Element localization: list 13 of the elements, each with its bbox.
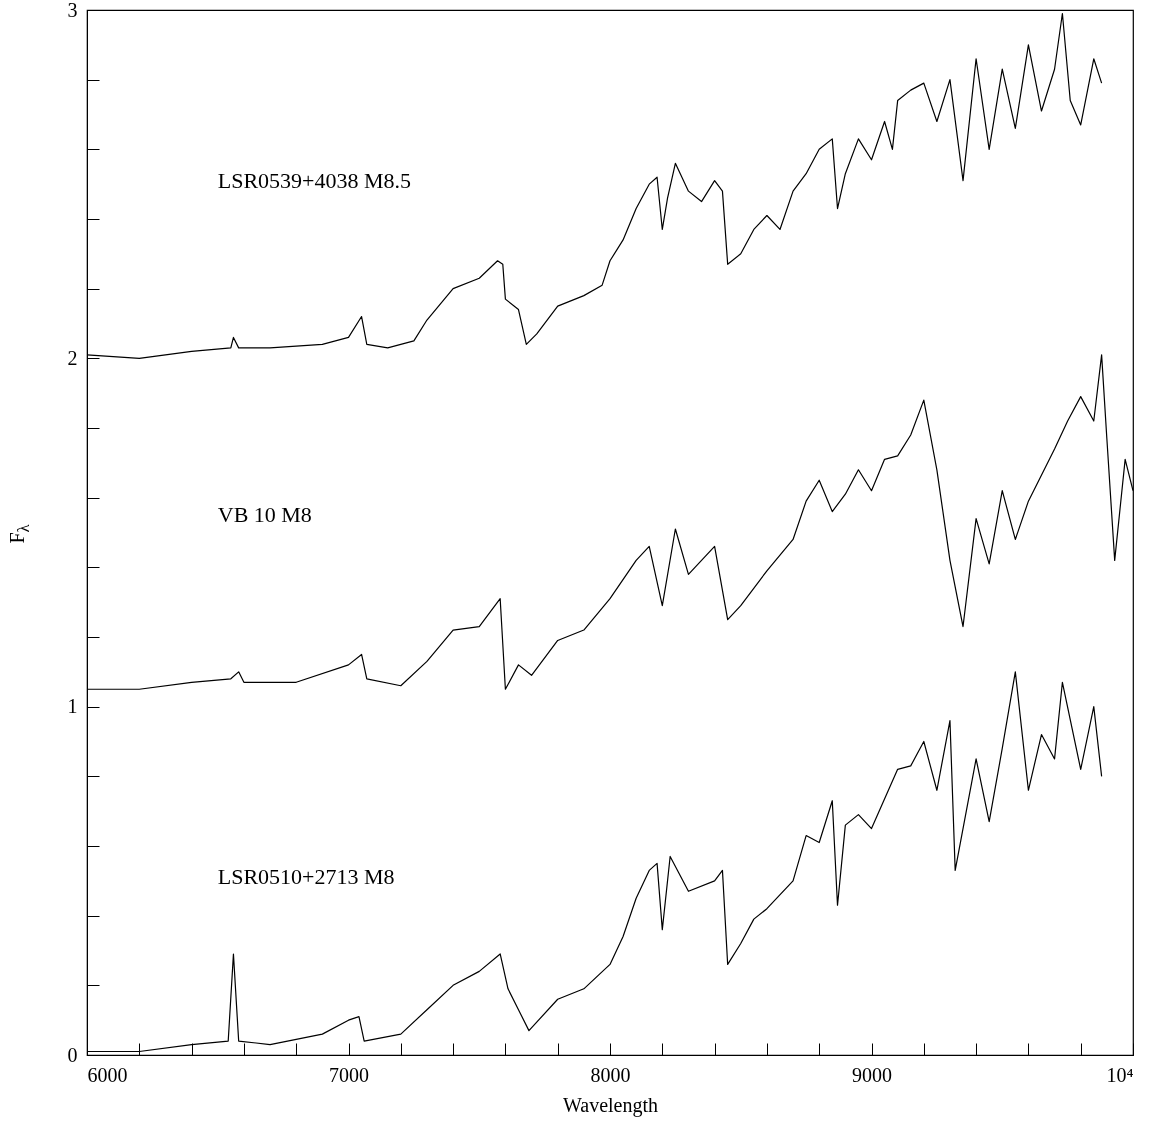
y-tick-label: 2 — [67, 346, 78, 369]
y-tick-label: 1 — [67, 695, 78, 718]
annotation: VB 10 M8 — [217, 502, 312, 528]
x-tick-label: 8000 — [590, 1063, 631, 1086]
x-tick-label: 9000 — [852, 1063, 892, 1086]
annotation: LSR0539+4038 M8.5 — [217, 167, 412, 193]
x-axis-title: Wavelength — [562, 1093, 659, 1117]
x-tick-label: 6000 — [87, 1063, 128, 1086]
y-tick-label: 0 — [67, 1043, 78, 1066]
x-tick-label: 10⁴ — [1106, 1063, 1134, 1086]
annotation: LSR0510+2713 M8 — [217, 864, 395, 890]
x-tick-label: 7000 — [329, 1063, 369, 1086]
y-tick-label: 3 — [67, 0, 78, 21]
